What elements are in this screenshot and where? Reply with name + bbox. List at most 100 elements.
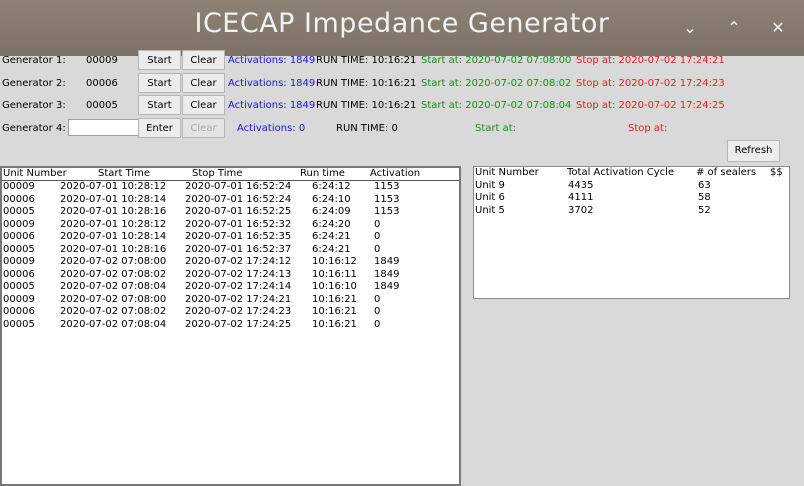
log-row[interactable]: 00005 2020-07-01 10:28:16 2020-07-01 16:52… [2, 244, 459, 257]
header-dollars: $$ [770, 167, 783, 178]
main-panel: Generator 1: 00009 Start Clear Activatio… [0, 50, 804, 486]
log-cell: 2020-07-01 10:28:12 [60, 181, 167, 192]
summary-rows: Unit 9 4435 63 Unit 6 4111 58 Unit 5 3702 52 [474, 180, 789, 218]
run-time-text: RUN TIME: 10:16:21 [316, 100, 417, 111]
log-cell: 1849 [374, 256, 400, 267]
activations-text: Activations: 0 [237, 123, 306, 134]
log-cell: 00006 [3, 268, 35, 280]
log-cell: 10:16:21 [312, 306, 357, 317]
start-at-text: Start at: 2020-07-02 07:08:00 [421, 55, 572, 66]
log-cell: 2020-07-02 07:08:02 [60, 306, 167, 317]
generator-row-3: Generator 3: 00005 Start Clear Activatio… [0, 95, 804, 117]
log-row[interactable]: 00006 2020-07-02 07:08:02 2020-07-02 17:24… [2, 269, 459, 282]
window-title: ICECAP Impedance Generator [194, 8, 610, 39]
log-row[interactable]: 00009 2020-07-02 07:08:00 2020-07-02 17:24… [2, 294, 459, 307]
summary-cell: Unit 6 [475, 192, 505, 203]
unit-number-input[interactable] [68, 119, 142, 136]
stop-at-text: Stop at: 2020-07-02 17:24:25 [576, 100, 725, 111]
log-cell: 00006 [3, 306, 35, 317]
summary-row[interactable]: Unit 9 4435 63 [474, 180, 789, 193]
log-cell: 2020-07-01 10:28:14 [60, 193, 167, 205]
run-time-text: RUN TIME: 10:16:21 [316, 55, 417, 66]
log-cell: 6:24:09 [312, 206, 351, 217]
start-button[interactable]: Start [138, 73, 181, 93]
log-cell: 2020-07-02 07:08:00 [60, 293, 167, 305]
log-cell: 2020-07-02 17:24:21 [185, 293, 292, 305]
maximize-icon[interactable]: ⌃ [727, 18, 741, 37]
minimize-icon[interactable]: ⌄ [683, 18, 697, 37]
log-cell: 2020-07-02 17:24:23 [185, 306, 292, 317]
header-start-time: Start Time [98, 168, 151, 179]
log-cell: 2020-07-02 07:08:04 [60, 318, 167, 330]
activations-text: Activations: 1849 [228, 100, 316, 111]
start-at-text: Start at: 2020-07-02 07:08:02 [421, 78, 572, 89]
log-cell: 0 [374, 218, 381, 230]
log-cell: 2020-07-02 17:24:25 [185, 318, 292, 330]
log-cell: 00009 [3, 218, 35, 230]
log-cell: 1849 [374, 281, 400, 292]
generator-label: Generator 2: [2, 78, 66, 89]
header-unit-number: Unit Number [475, 167, 539, 178]
log-rows: 00009 2020-07-01 10:28:12 2020-07-01 16:52… [2, 181, 459, 331]
log-cell: 2020-07-01 16:52:24 [185, 181, 292, 192]
log-cell: 10:16:10 [312, 281, 357, 292]
log-cell: 00005 [3, 206, 35, 217]
activation-log-list[interactable]: Unit Number Start Time Stop Time Run tim… [0, 166, 461, 486]
log-cell: 2020-07-01 10:28:14 [60, 231, 167, 242]
log-cell: 0 [374, 318, 381, 330]
log-row[interactable]: 00005 2020-07-02 07:08:04 2020-07-02 17:24… [2, 281, 459, 294]
log-cell: 2020-07-02 17:24:12 [185, 256, 292, 267]
log-cell: 2020-07-02 07:08:02 [60, 268, 167, 280]
clear-button[interactable]: Clear [182, 50, 225, 70]
summary-row[interactable]: Unit 6 4111 58 [474, 192, 789, 205]
summary-row[interactable]: Unit 5 3702 52 [474, 205, 789, 218]
header-sealers: # of sealers [696, 167, 757, 178]
unit-summary-list[interactable]: Unit Number Total Activation Cycle # of … [473, 166, 790, 299]
generator-unit: 00009 [86, 55, 118, 66]
generator-row-2: Generator 2: 00006 Start Clear Activatio… [0, 73, 804, 95]
summary-cell: 3702 [568, 204, 594, 216]
log-cell: 00005 [3, 281, 35, 292]
log-row[interactable]: 00006 2020-07-02 07:08:02 2020-07-02 17:24… [2, 306, 459, 319]
refresh-button[interactable]: Refresh [727, 140, 780, 162]
log-cell: 10:16:21 [312, 318, 357, 330]
log-cell: 2020-07-01 16:52:32 [185, 218, 292, 230]
log-cell: 0 [374, 231, 381, 242]
log-row[interactable]: 00009 2020-07-01 10:28:12 2020-07-01 16:52… [2, 219, 459, 232]
summary-header-row: Unit Number Total Activation Cycle # of … [474, 167, 789, 180]
summary-cell: Unit 5 [475, 204, 505, 216]
log-cell: 10:16:21 [312, 293, 357, 305]
log-cell: 2020-07-02 07:08:00 [60, 256, 167, 267]
generator-row-4: Generator 4: Enter Clear Activations: 0 … [0, 118, 804, 140]
log-row[interactable]: 00006 2020-07-01 10:28:14 2020-07-01 16:52… [2, 194, 459, 207]
enter-button[interactable]: Enter [138, 118, 181, 138]
clear-button[interactable]: Clear [182, 95, 225, 115]
summary-cell: 4111 [568, 192, 594, 203]
start-button[interactable]: Start [138, 95, 181, 115]
log-row[interactable]: 00009 2020-07-01 10:28:12 2020-07-01 16:52… [2, 181, 459, 194]
clear-button[interactable]: Clear [182, 118, 225, 138]
log-row[interactable]: 00005 2020-07-02 07:08:04 2020-07-02 17:24… [2, 319, 459, 332]
log-cell: 1153 [374, 206, 400, 217]
summary-cell: Unit 9 [475, 179, 505, 191]
header-unit-number: Unit Number [3, 168, 67, 179]
log-cell: 6:24:20 [312, 218, 351, 230]
close-icon[interactable]: ✕ [771, 18, 785, 37]
log-row[interactable]: 00009 2020-07-02 07:08:00 2020-07-02 17:24… [2, 256, 459, 269]
start-button[interactable]: Start [138, 50, 181, 70]
log-cell: 1153 [374, 193, 400, 205]
log-cell: 00005 [3, 318, 35, 330]
generator-label: Generator 1: [2, 55, 66, 66]
log-cell: 10:16:12 [312, 256, 357, 267]
log-cell: 2020-07-02 17:24:13 [185, 268, 292, 280]
generator-label: Generator 3: [2, 100, 66, 111]
log-row[interactable]: 00006 2020-07-01 10:28:14 2020-07-01 16:52… [2, 231, 459, 244]
clear-button[interactable]: Clear [182, 73, 225, 93]
log-cell: 1849 [374, 268, 400, 280]
stop-at-text: Stop at: [628, 123, 668, 134]
summary-cell: 63 [698, 179, 711, 191]
stop-at-text: Stop at: 2020-07-02 17:24:23 [576, 78, 725, 89]
log-row[interactable]: 00005 2020-07-01 10:28:16 2020-07-01 16:52… [2, 206, 459, 219]
summary-cell: 52 [698, 204, 711, 216]
log-cell: 00005 [3, 243, 35, 255]
